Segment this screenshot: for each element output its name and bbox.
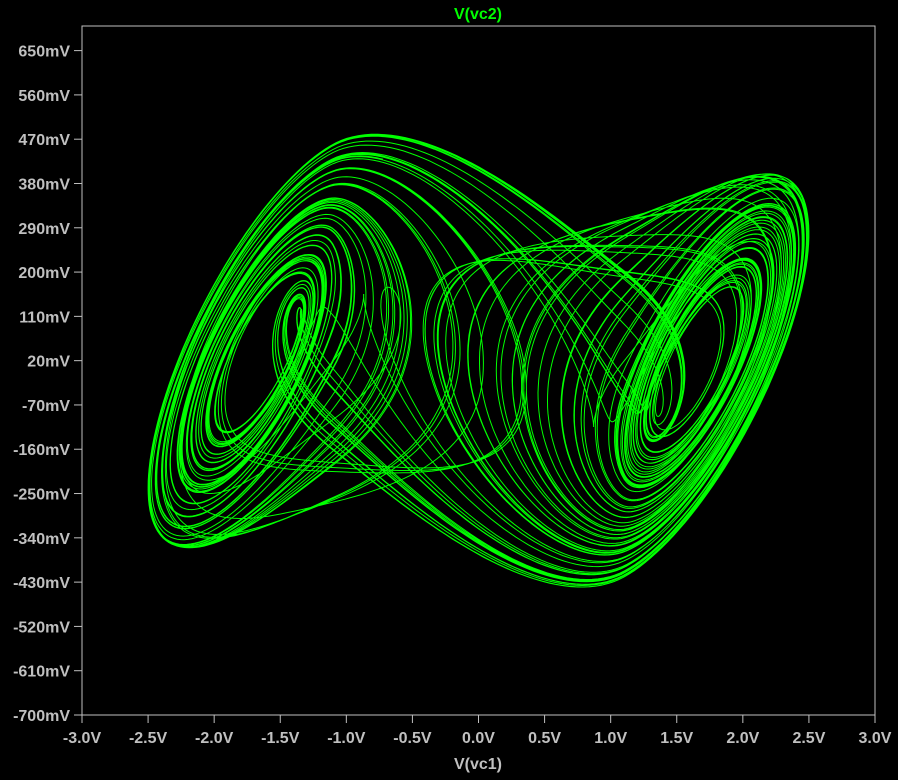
x-tick-label: -2.5V [129, 730, 168, 747]
x-tick-label: -0.5V [393, 730, 432, 747]
x-tick-label: 0.0V [462, 730, 495, 747]
y-tick-label: 110mV [19, 309, 70, 326]
x-tick-label: 3.0V [859, 730, 892, 747]
x-tick-label: 2.0V [726, 730, 759, 747]
y-axis-ticks: 650mV 560mV 470mV 380mV 290mV 200mV 110mV 20mV -… [13, 44, 82, 725]
y-tick-label: 650mV [18, 44, 70, 61]
x-tick-label: -1.0V [327, 730, 366, 747]
y-tick-label: 290mV [18, 221, 70, 238]
x-axis-label: V(vc1) [454, 756, 502, 773]
y-tick-label: -70mV [22, 398, 70, 415]
y-tick-label: -160mV [13, 442, 70, 459]
x-tick-label: 1.0V [594, 730, 627, 747]
y-tick-label: 200mV [18, 265, 70, 282]
x-axis-ticks: -3.0V -2.5V -2.0V -1.5V -1.0V -0.5V 0.0V 0.5V 1.… [63, 715, 892, 747]
x-tick-label: 0.5V [528, 730, 561, 747]
y-tick-label: -700mV [13, 708, 70, 725]
x-tick-label: -2.0V [195, 730, 234, 747]
y-tick-label: 20mV [27, 354, 70, 371]
y-tick-label: -340mV [13, 531, 70, 548]
x-tick-label: -1.5V [261, 730, 300, 747]
y-tick-label: -250mV [13, 487, 70, 504]
trace-group [147, 133, 810, 588]
y-tick-label: -430mV [13, 575, 70, 592]
y-tick-label: -610mV [13, 664, 70, 681]
chart-title: V(vc2) [454, 6, 502, 23]
y-tick-label: -520mV [13, 619, 70, 636]
x-tick-label: -3.0V [63, 730, 102, 747]
y-tick-label: 380mV [18, 176, 70, 193]
x-tick-label: 2.5V [792, 730, 825, 747]
x-tick-label: 1.5V [660, 730, 693, 747]
series-trace [147, 133, 810, 588]
y-tick-label: 560mV [18, 88, 70, 105]
y-tick-label: 470mV [18, 132, 70, 149]
plot-frame [81, 25, 876, 716]
